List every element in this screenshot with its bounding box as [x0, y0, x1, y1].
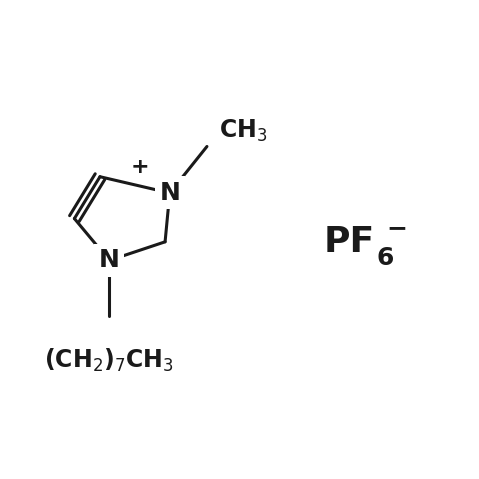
Text: +: + — [130, 158, 149, 177]
Text: PF: PF — [323, 225, 375, 259]
Text: (CH$_2$)$_7$CH$_3$: (CH$_2$)$_7$CH$_3$ — [44, 346, 174, 374]
Text: N: N — [99, 249, 120, 273]
Text: N: N — [160, 181, 180, 205]
Text: −: − — [386, 216, 407, 240]
Text: CH$_3$: CH$_3$ — [218, 118, 267, 144]
Text: 6: 6 — [376, 246, 394, 270]
